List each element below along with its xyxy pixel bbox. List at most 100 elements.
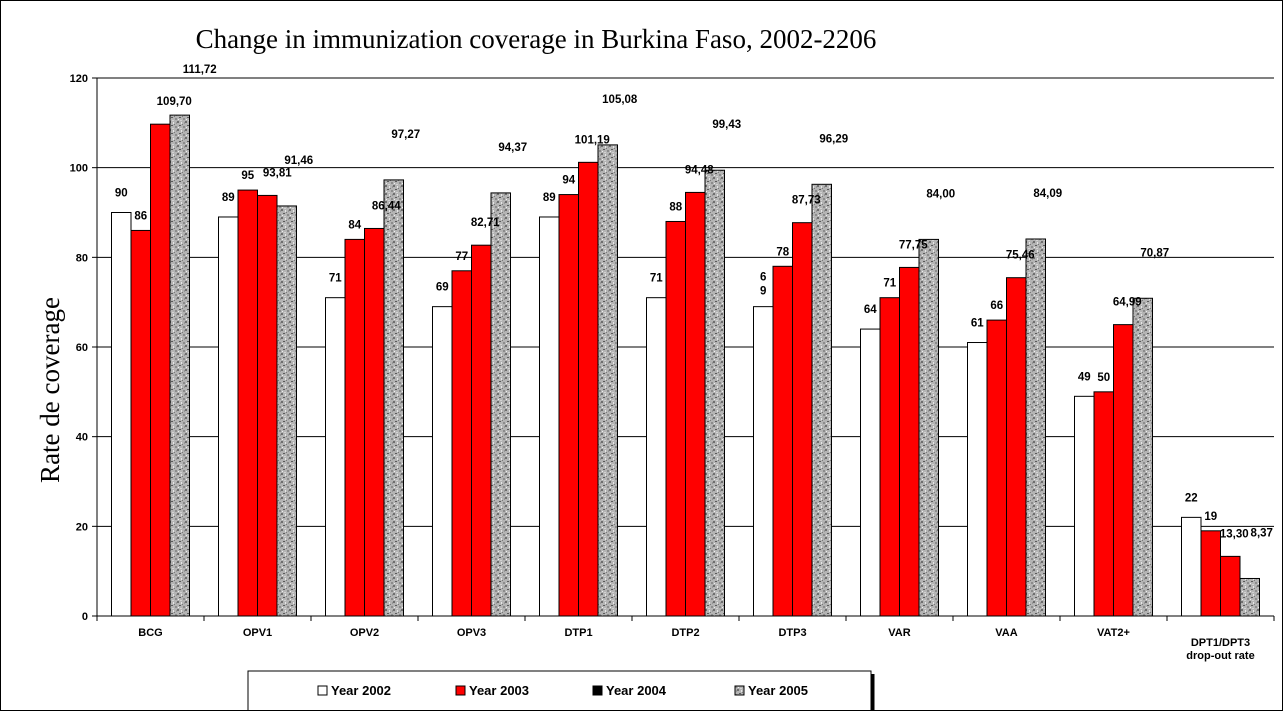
data-labels-layer: 90 89 71 69 89 71 6 9 64 61 49 22 86 95 84 77 94 88 78 71 66… [115, 64, 1273, 540]
data-label: 50 [1097, 372, 1110, 384]
legend-swatch [734, 685, 745, 696]
bar [1025, 238, 1046, 617]
bar [218, 216, 239, 617]
data-label: 82,71 [471, 217, 500, 229]
bar [879, 297, 900, 617]
bar [490, 192, 511, 617]
data-label: 91,46 [284, 155, 313, 167]
x-category-label: DTP1 [564, 627, 592, 639]
bar [257, 194, 278, 617]
data-label: 84 [348, 219, 361, 231]
bar [1074, 395, 1095, 617]
data-label: 64,99 [1113, 297, 1142, 309]
data-label: 94,37 [498, 142, 527, 154]
bar [646, 297, 667, 617]
bar [967, 342, 988, 617]
data-label: 64 [864, 304, 877, 316]
x-category-label: DPT1/DPT3 [1191, 637, 1250, 649]
x-category-label: OPV3 [457, 627, 486, 639]
y-tick-label: 100 [70, 163, 88, 175]
data-label: 13,30 [1220, 528, 1249, 540]
bar [1093, 391, 1114, 617]
data-label: 96,29 [819, 133, 848, 145]
y-tick-label: 60 [76, 342, 88, 354]
data-label: 99,43 [712, 119, 741, 131]
data-label: 69 [436, 282, 449, 294]
chart-title: Change in immunization coverage in Burki… [196, 24, 877, 54]
data-label: 97,27 [391, 129, 420, 141]
y-tick-label: 120 [70, 73, 88, 85]
data-label: 22 [1185, 492, 1198, 504]
data-label: 71 [883, 278, 896, 290]
data-label: 93,81 [263, 167, 292, 179]
bars-layer [111, 114, 1260, 617]
x-category-label: VAR [888, 627, 910, 639]
data-label: 86,44 [372, 200, 401, 212]
bar [704, 169, 725, 617]
bar [150, 123, 171, 617]
data-label: 84,00 [926, 188, 955, 200]
data-label: 75,46 [1006, 250, 1035, 262]
x-category-label: BCG [138, 627, 162, 639]
bar [364, 227, 385, 617]
data-label: 109,70 [157, 96, 192, 108]
bar [111, 212, 132, 617]
data-label: 49 [1078, 371, 1091, 383]
y-tick-label: 20 [76, 521, 88, 533]
x-category-label: drop-out rate [1186, 650, 1254, 662]
data-label: 66 [990, 300, 1003, 312]
x-category-label: VAA [995, 627, 1017, 639]
bar [1220, 555, 1241, 617]
data-label: 95 [241, 170, 254, 182]
x-category-label: OPV2 [350, 627, 379, 639]
data-label: 77 [455, 251, 468, 263]
x-category-label: DTP2 [671, 627, 699, 639]
bar [753, 306, 774, 617]
data-label: 94,48 [685, 164, 714, 176]
legend-swatch [317, 685, 328, 696]
bar [1006, 277, 1027, 617]
axis-layer: 0 20 40 60 80 100 120 BCG OPV1 OPV2 OPV3 DTP1 DTP2 DT… [70, 73, 1275, 662]
data-label: 84,09 [1033, 188, 1062, 200]
y-tick-label: 80 [76, 252, 88, 264]
data-label: 90 [115, 188, 128, 200]
data-label: 89 [543, 192, 556, 204]
bar [597, 144, 618, 617]
data-label: 78 [776, 246, 789, 258]
bar [130, 229, 151, 617]
bar [1239, 577, 1260, 617]
legend-entry-label: Year 2005 [748, 683, 808, 698]
data-label: 61 [971, 318, 984, 330]
data-label: 8,37 [1251, 527, 1273, 539]
data-label: 87,73 [792, 195, 821, 207]
x-category-label: VAT2+ [1097, 627, 1130, 639]
x-category-label: OPV1 [243, 627, 272, 639]
data-label: 111,72 [183, 64, 217, 76]
bar [451, 270, 472, 617]
data-label: 86 [134, 210, 147, 222]
bar [237, 189, 258, 617]
data-label: 88 [669, 201, 682, 213]
legend-swatch [592, 685, 603, 696]
bar [811, 183, 832, 617]
legend: Year 2002 Year 2003 Year 2004 Year 2005 [247, 670, 875, 710]
bar [792, 222, 813, 617]
legend-box [247, 670, 872, 710]
bar [169, 114, 190, 617]
y-tick-label: 0 [82, 611, 88, 623]
bar [899, 266, 920, 617]
bar [276, 205, 297, 617]
data-label: 71 [650, 273, 663, 285]
legend-swatch [455, 685, 466, 696]
bar [1113, 324, 1134, 617]
bar [432, 306, 453, 617]
data-label: 71 [329, 273, 342, 285]
data-label: 19 [1204, 511, 1217, 523]
legend-entry-label: Year 2003 [469, 683, 529, 698]
bar [558, 194, 579, 617]
data-label: 105,08 [602, 94, 638, 106]
bar [860, 328, 881, 617]
data-label: 94 [562, 175, 575, 187]
